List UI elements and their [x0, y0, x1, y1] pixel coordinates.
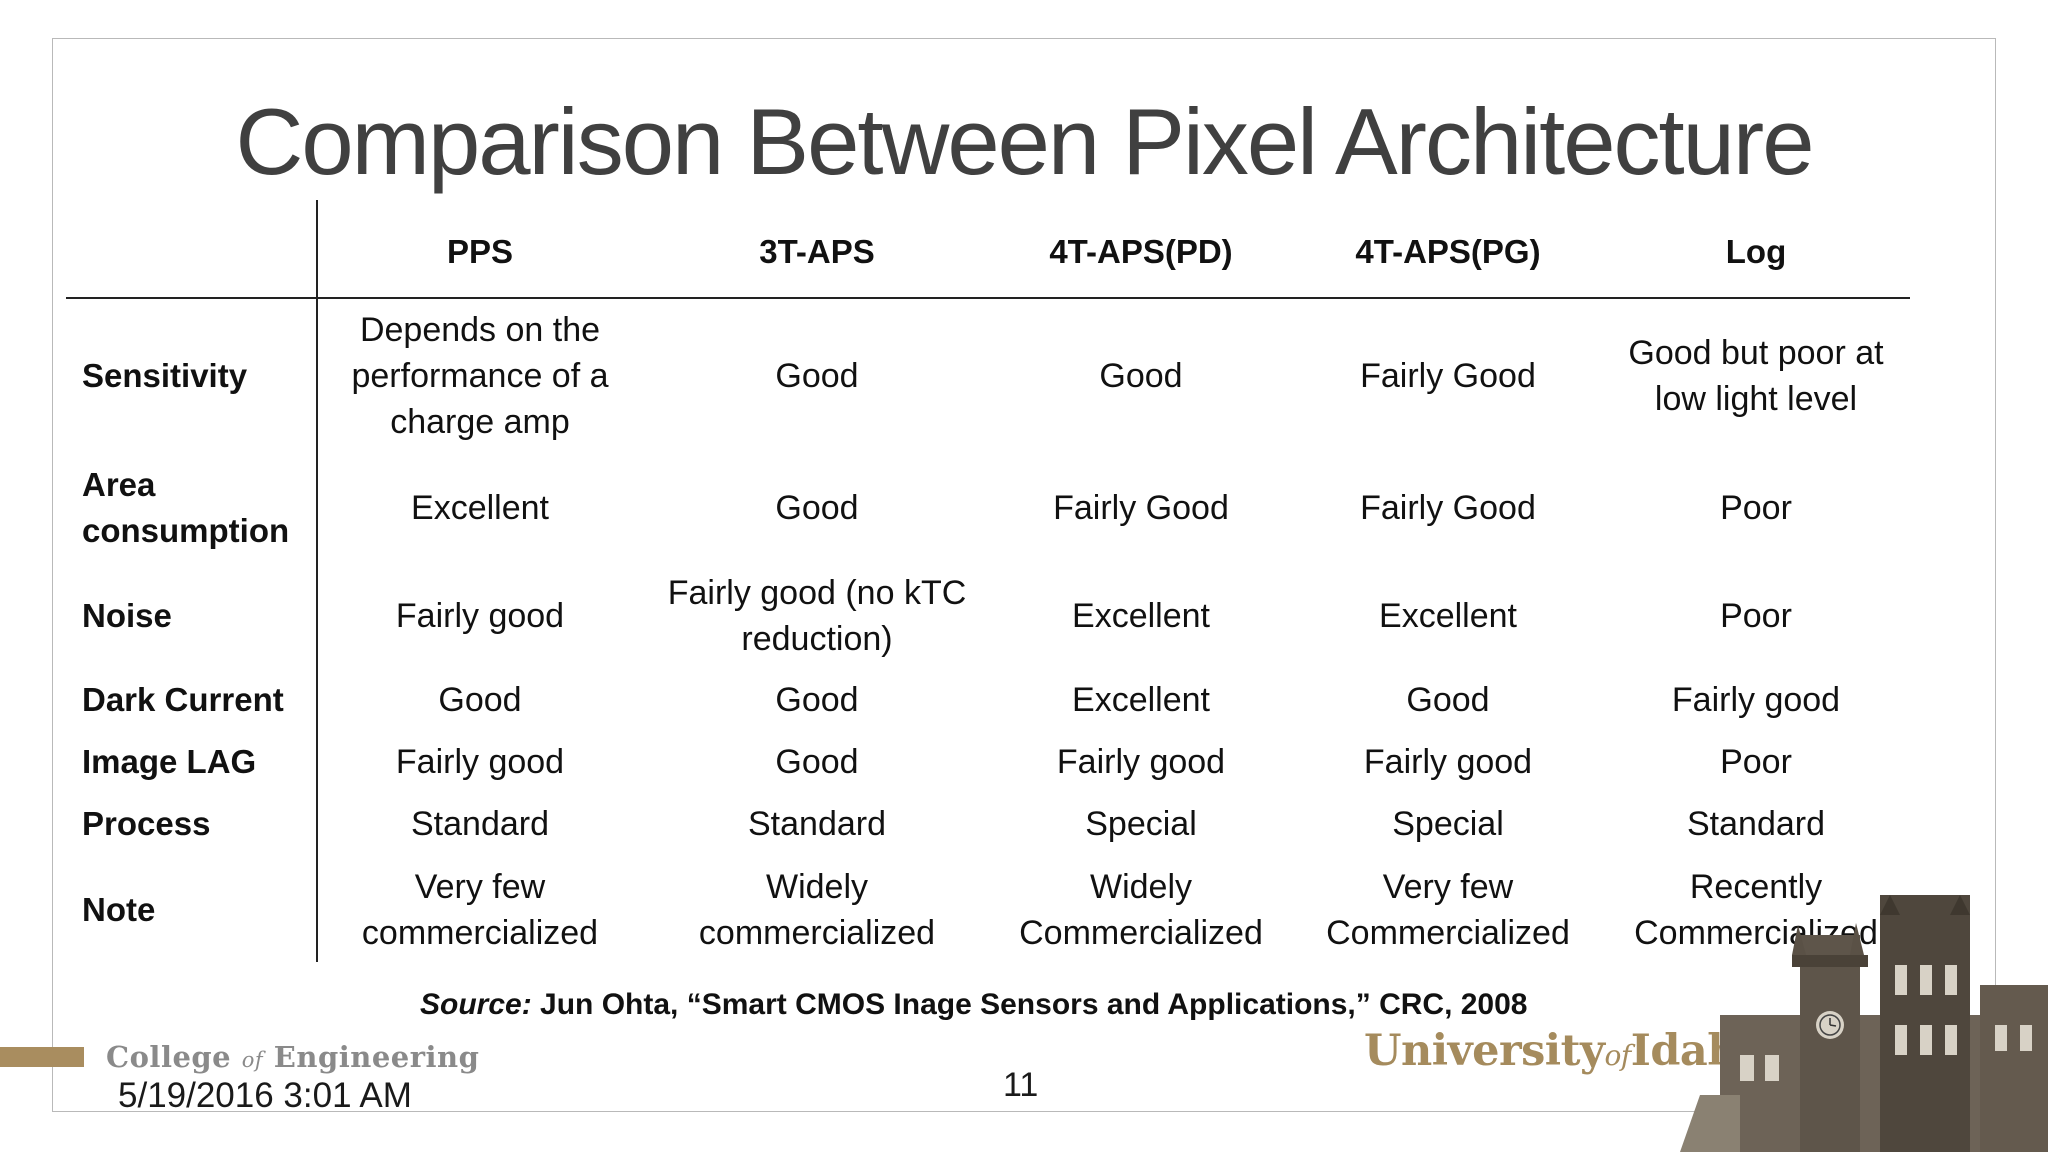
table-cell: Fairly good [395, 743, 565, 781]
table-cell: Fairly good [1363, 743, 1533, 781]
table-cell: Good [775, 489, 859, 527]
college-of-engineering-logo: College of Engineering [106, 1040, 480, 1074]
table-cell: Fairly good (no kTC reduction) [667, 574, 967, 658]
table-cell: Standard [411, 805, 549, 843]
row-label-process: Process [82, 805, 211, 842]
table-cell: Excellent [1379, 597, 1517, 635]
table-cell: Fairly good [1671, 681, 1841, 719]
table-cell: Very few commercialized [361, 868, 599, 952]
table-cell: Fairly good [1056, 743, 1226, 781]
row-label-noise: Noise [82, 597, 172, 634]
table-cell: Good [1099, 357, 1183, 395]
table-cell: Standard [1687, 805, 1825, 843]
table-cell: Good [1406, 681, 1490, 719]
row-label-sensitivity: Sensitivity [82, 357, 248, 394]
row-label-image-lag: Image LAG [82, 743, 257, 780]
table-cell: Good [775, 357, 859, 395]
table-cell: Excellent [1072, 597, 1210, 635]
table-cell: Fairly good [395, 597, 565, 635]
table-cell: Excellent [1072, 681, 1210, 719]
source-text: Jun Ohta, “Smart CMOS Inage Sensors and … [540, 988, 1528, 1021]
slide-date: 5/19/2016 3:01 AM [118, 1076, 412, 1115]
page-number: 11 [1003, 1066, 1039, 1104]
table-cell: Widely commercialized [698, 868, 936, 952]
table-cell: Excellent [411, 489, 549, 527]
table-cell: Very few Commercialized [1326, 868, 1570, 952]
col-header-pps: PPS [446, 233, 514, 270]
table-cell: Special [1085, 805, 1197, 843]
table-cell: Poor [1720, 743, 1792, 781]
table-cell: Poor [1720, 597, 1792, 635]
table-cell: Fairly Good [1360, 489, 1536, 527]
table-cell: Standard [748, 805, 886, 843]
table-cell: Good [775, 681, 859, 719]
table-header-divider [66, 297, 1910, 299]
slide-title: Comparison Between Pixel Architecture [235, 89, 1814, 194]
table-cell: Good but poor at low light level [1628, 334, 1884, 418]
slide-frame [52, 38, 1996, 1112]
col-header-4t-aps-pg: 4T-APS(PG) [1355, 233, 1541, 270]
table-cell: Recently Commercialized [1634, 868, 1878, 952]
table-cell: Depends on the performance of a charge a… [351, 311, 609, 441]
col-header-log: Log [1725, 233, 1787, 270]
source-citation: Source: Jun Ohta, “Smart CMOS Inage Sens… [420, 988, 1527, 1022]
footer-accent-bar [0, 1047, 84, 1067]
source-label: Source: [420, 988, 532, 1021]
table-cell: Poor [1720, 489, 1792, 527]
row-label-area-consumption: Area consumption [82, 466, 290, 549]
table-cell: Widely Commercialized [1019, 868, 1263, 952]
table-cell: Good [775, 743, 859, 781]
row-label-dark-current: Dark Current [82, 681, 284, 718]
table-cell: Fairly Good [1360, 357, 1536, 395]
col-header-3t-aps: 3T-APS [759, 233, 875, 270]
university-building-image [1680, 895, 2048, 1152]
row-label-note: Note [82, 891, 156, 928]
table-cell: Good [438, 681, 522, 719]
table-cell: Fairly Good [1053, 489, 1229, 527]
table-vertical-divider [316, 200, 318, 962]
col-header-4t-aps-pd: 4T-APS(PD) [1049, 233, 1233, 270]
table-cell: Special [1392, 805, 1504, 843]
